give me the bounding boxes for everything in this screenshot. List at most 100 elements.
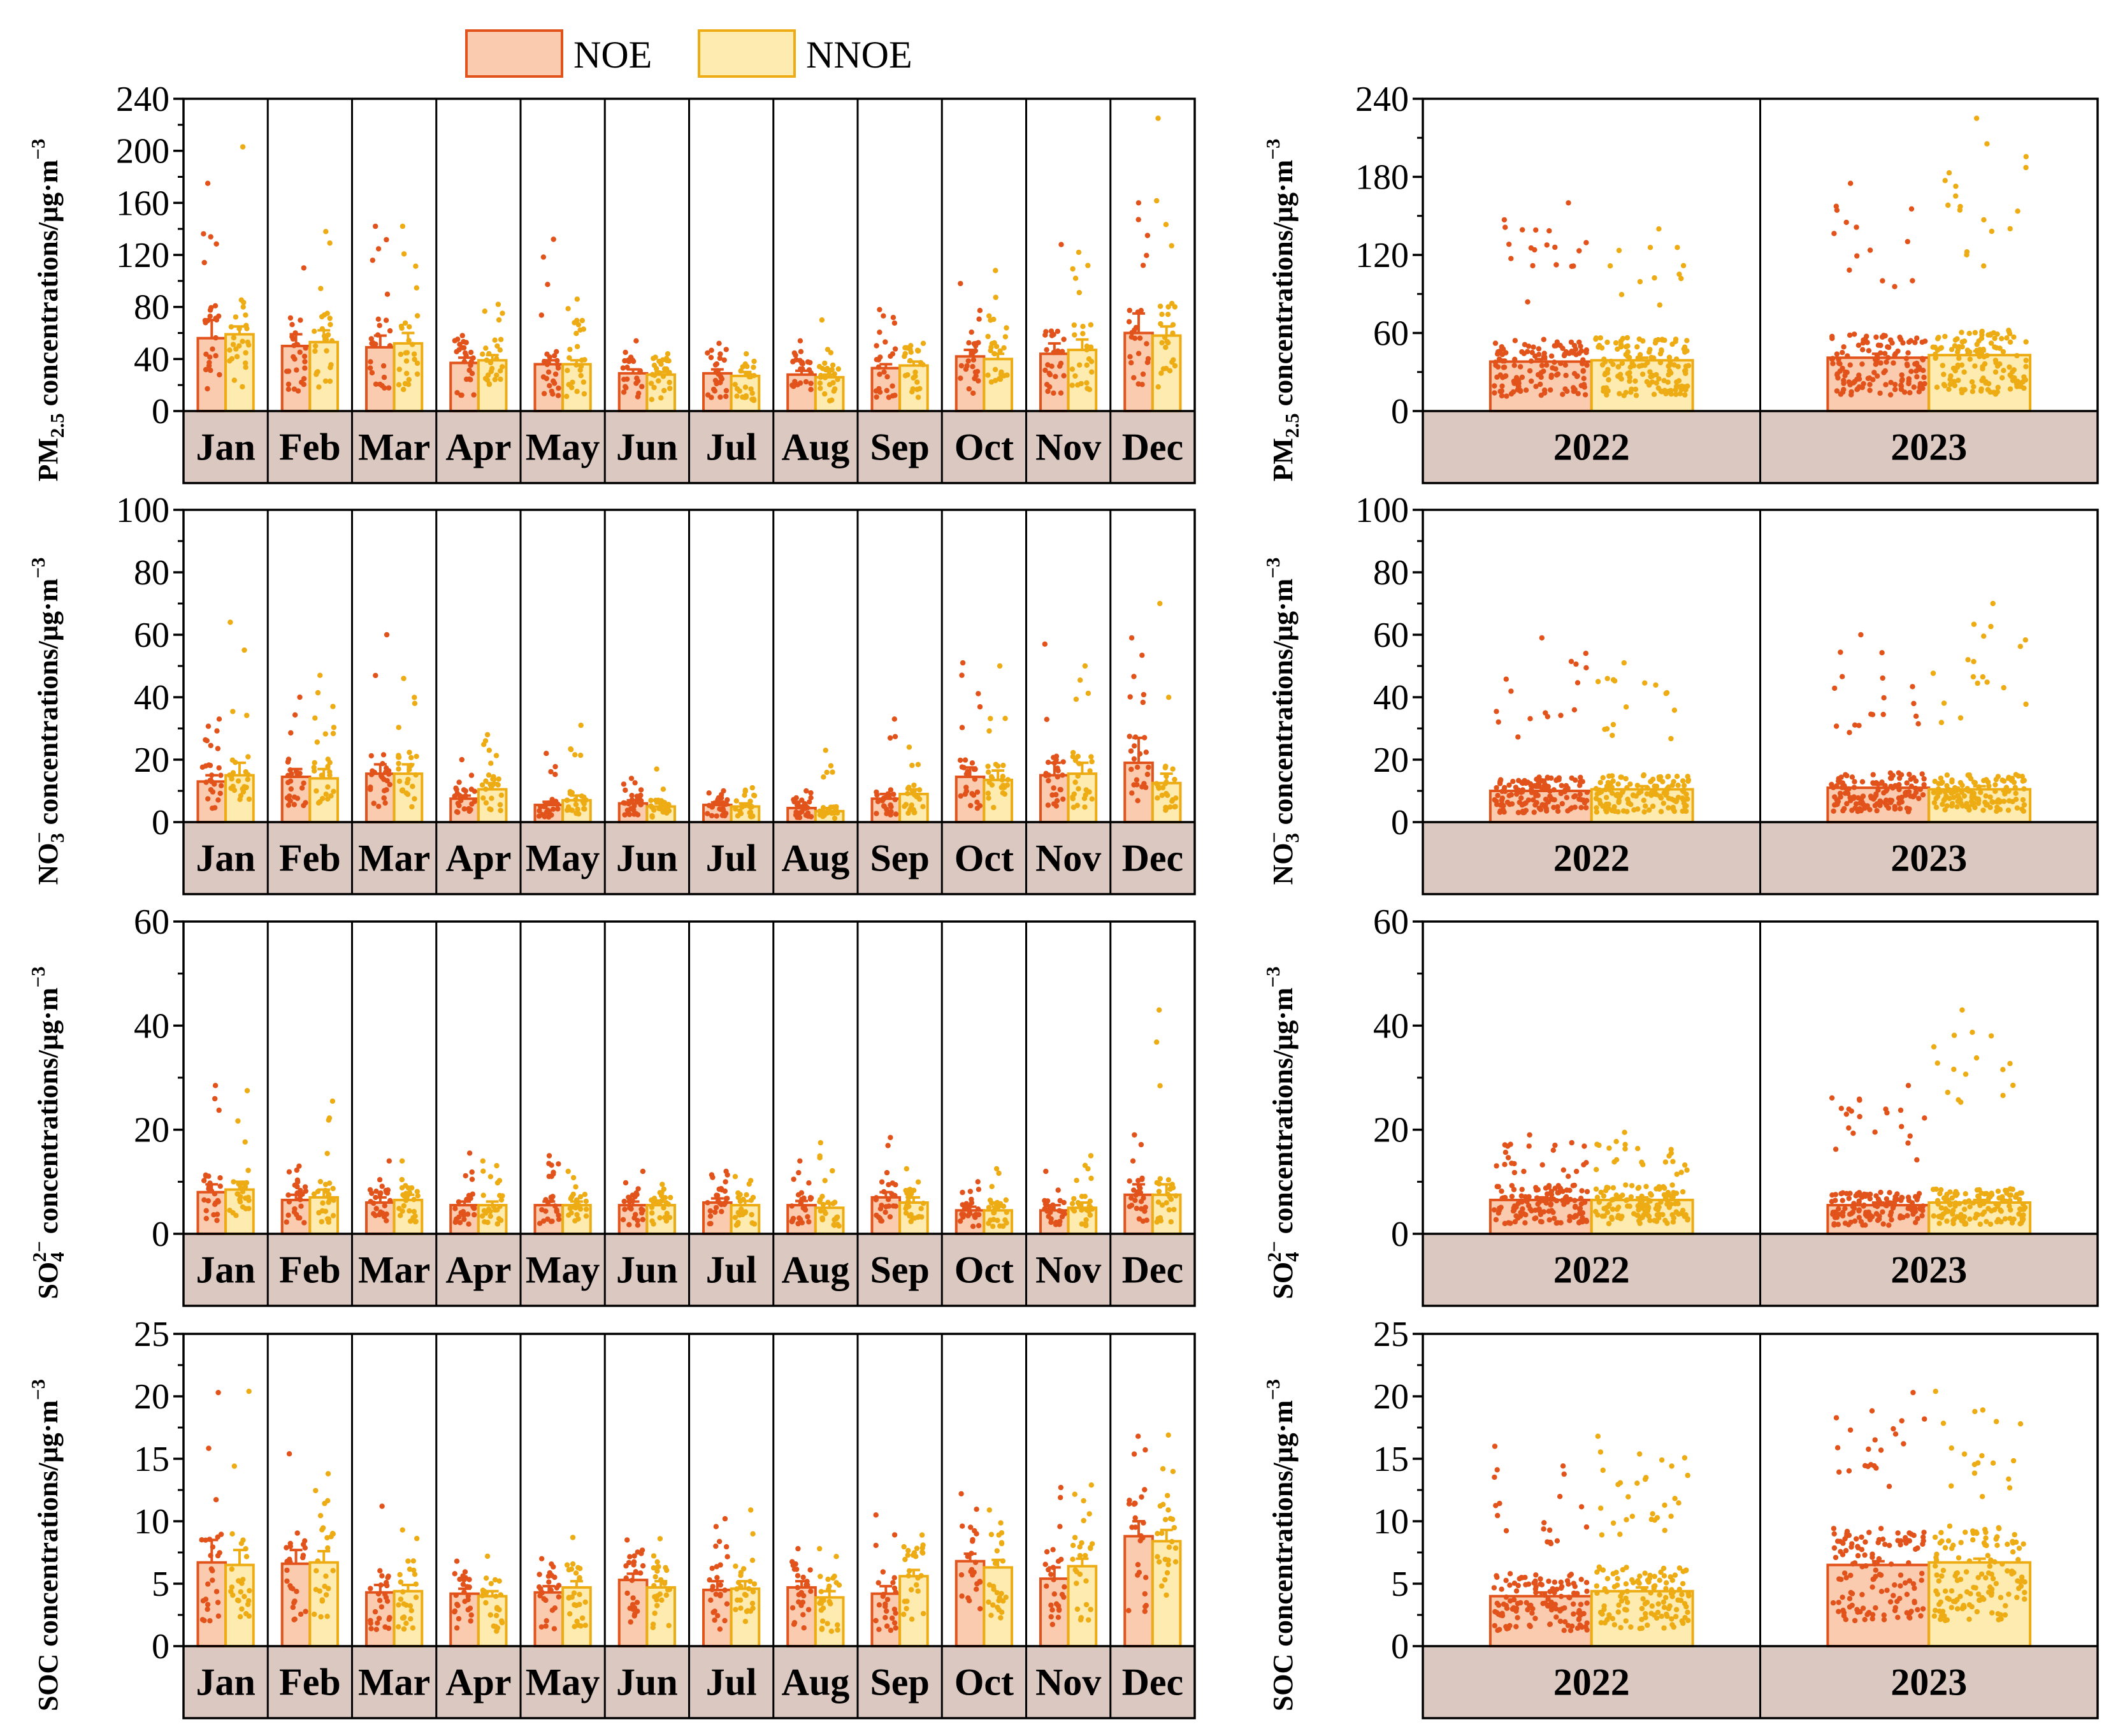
data-point	[1494, 374, 1500, 380]
data-point	[1606, 801, 1611, 807]
data-point	[462, 1569, 468, 1575]
data-point	[1135, 1178, 1141, 1183]
data-point	[1492, 1609, 1498, 1615]
data-point	[1518, 1193, 1524, 1199]
data-point	[323, 229, 329, 235]
data-point	[1600, 775, 1606, 781]
category-label: Jul	[706, 426, 757, 468]
data-point	[1967, 1204, 1973, 1210]
data-point	[243, 785, 249, 791]
data-point	[498, 368, 503, 374]
data-point	[1584, 1189, 1590, 1195]
data-point	[1884, 1110, 1890, 1116]
category-label: Mar	[358, 837, 430, 879]
data-point	[1051, 755, 1056, 760]
data-point	[1976, 784, 1982, 790]
data-point	[1545, 1191, 1550, 1197]
data-point	[543, 1623, 549, 1629]
data-point	[1842, 790, 1848, 797]
data-point	[750, 1194, 756, 1201]
data-point	[1135, 217, 1141, 222]
data-point	[1154, 1039, 1160, 1045]
data-point	[1935, 790, 1941, 795]
data-point	[792, 379, 798, 384]
data-point	[1949, 347, 1955, 352]
data-point	[654, 1559, 660, 1565]
data-point	[399, 1158, 405, 1164]
y-title-main: SO	[1267, 1262, 1299, 1299]
data-point	[233, 314, 239, 320]
data-point	[716, 340, 722, 346]
category-label: Jul	[706, 837, 757, 879]
data-point	[1049, 1607, 1055, 1613]
category-label: Dec	[1122, 837, 1184, 879]
data-point	[229, 1566, 234, 1572]
y-title-rest: concentrations/μg·m	[1267, 988, 1299, 1241]
data-point	[1045, 388, 1051, 394]
data-point	[303, 1188, 308, 1194]
data-point	[1846, 379, 1852, 385]
data-point	[1157, 303, 1163, 309]
data-point	[401, 1626, 407, 1632]
data-point	[1912, 1194, 1919, 1199]
data-point	[1491, 1207, 1497, 1213]
data-point	[1675, 783, 1681, 788]
data-point	[1571, 1214, 1577, 1220]
data-point	[801, 1625, 807, 1631]
data-point	[1631, 363, 1637, 368]
data-point	[582, 1599, 588, 1605]
y-title-main: PM	[1267, 438, 1299, 481]
data-point	[569, 807, 575, 813]
data-point	[2023, 339, 2029, 345]
data-point	[1653, 1186, 1659, 1192]
data-point	[407, 1208, 412, 1214]
data-point	[1546, 228, 1552, 234]
data-point	[408, 1616, 414, 1622]
data-point	[311, 1191, 317, 1197]
data-point	[903, 802, 909, 807]
data-point	[1513, 1588, 1520, 1594]
data-point	[1959, 329, 1964, 335]
data-point	[468, 359, 474, 365]
data-point	[377, 1191, 383, 1197]
category-label: Jan	[196, 837, 255, 879]
data-point	[873, 1542, 879, 1549]
data-point	[1533, 1185, 1539, 1190]
data-point	[2004, 1190, 2010, 1196]
data-point	[790, 1563, 796, 1568]
data-point	[487, 1174, 494, 1180]
data-point	[573, 802, 579, 807]
data-point	[1131, 375, 1137, 380]
data-point	[974, 799, 980, 806]
data-point	[291, 802, 297, 807]
data-point	[387, 343, 393, 349]
data-point	[1158, 321, 1163, 327]
data-point	[1988, 623, 1994, 630]
data-point	[1523, 1212, 1529, 1218]
data-point	[207, 354, 213, 360]
data-point	[243, 360, 249, 366]
data-point	[1560, 1167, 1566, 1173]
data-point	[209, 772, 215, 778]
data-point	[1958, 1099, 1964, 1105]
data-point	[712, 377, 719, 384]
data-point	[740, 1212, 746, 1218]
data-point	[1646, 382, 1652, 388]
data-point	[723, 393, 729, 400]
data-point	[203, 1215, 209, 1222]
data-point	[969, 329, 974, 335]
data-point	[1127, 307, 1133, 314]
data-point	[1834, 801, 1840, 807]
data-point	[1077, 1552, 1083, 1559]
data-point	[415, 1193, 421, 1199]
data-point	[1548, 353, 1555, 359]
data-point	[1838, 1106, 1844, 1111]
data-point	[1671, 707, 1678, 713]
data-point	[654, 366, 659, 372]
data-point	[500, 1193, 505, 1199]
data-point	[1623, 704, 1629, 710]
data-point	[293, 769, 299, 774]
data-point	[797, 338, 803, 344]
data-point	[1055, 348, 1061, 354]
data-point	[315, 690, 321, 696]
